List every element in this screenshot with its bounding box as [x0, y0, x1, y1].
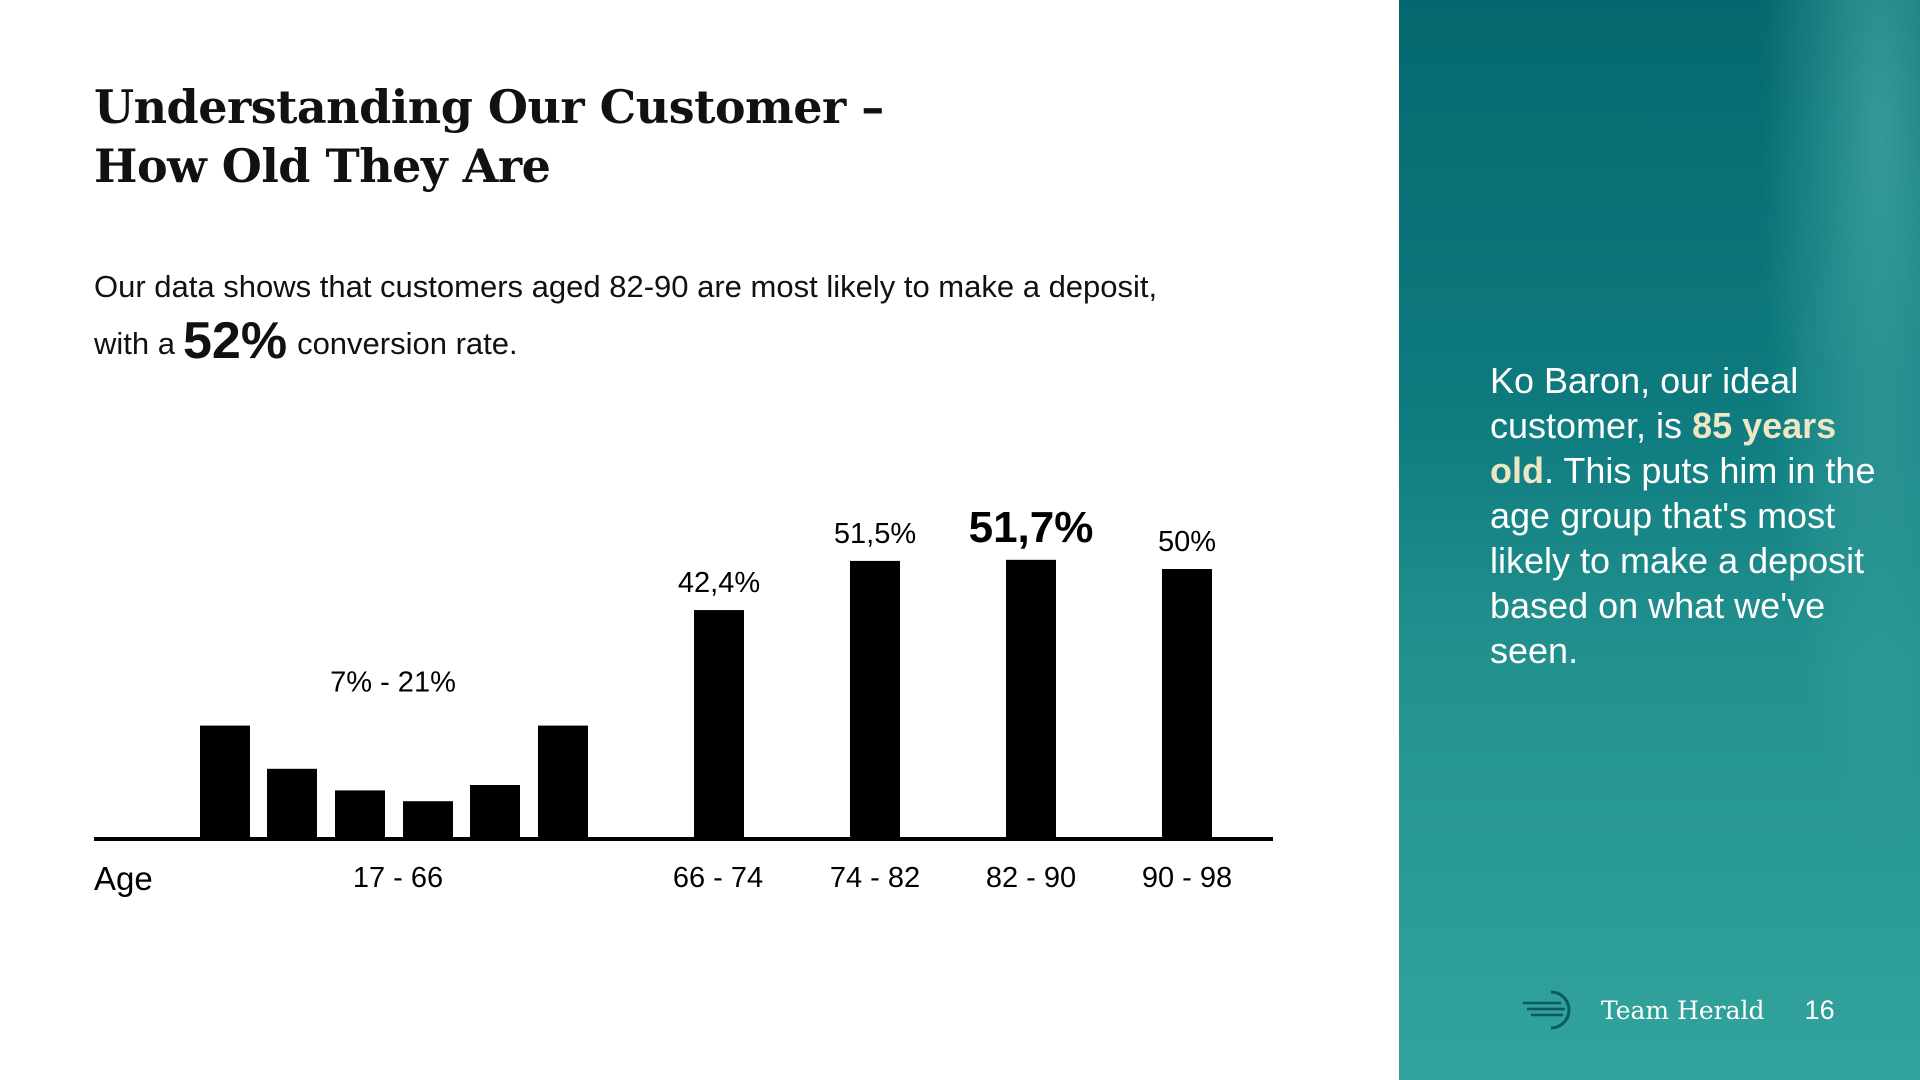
data-label: 50%: [1158, 526, 1216, 558]
side-panel-glow: [1760, 0, 1920, 860]
bar: [267, 768, 317, 839]
page-number: 16: [1804, 994, 1835, 1025]
ideal-customer-text: Ko Baron, our ideal customer, is 85 year…: [1490, 358, 1880, 673]
age-conversion-chart: 7% - 21% 17 - 66 42,4% 66 - 74 51,5% 74 - 82 5…: [94, 503, 1273, 897]
bar: [1006, 559, 1056, 839]
x-axis-title: Age: [94, 860, 153, 897]
side-panel: Ko Baron, our ideal customer, is 85 year…: [1399, 0, 1920, 1080]
bar: [470, 785, 520, 839]
team-herald-logo-icon: [1523, 990, 1571, 1030]
data-label: 42,4%: [678, 567, 760, 599]
x-tick-label: 17 - 66: [353, 862, 443, 894]
title-line-1: Understanding Our Customer –: [94, 80, 884, 134]
intro-line-1: Our data shows that customers aged 82-90…: [94, 269, 1158, 304]
bar: [403, 801, 453, 839]
bar: [1162, 569, 1212, 839]
intro-paragraph: Our data shows that customers aged 82-90…: [94, 263, 1214, 374]
x-tick-label: 66 - 74: [673, 862, 763, 894]
x-tick-label: 82 - 90: [986, 862, 1076, 894]
x-tick-label: 90 - 98: [1142, 862, 1232, 894]
x-tick-label: 74 - 82: [830, 862, 920, 894]
bar: [850, 560, 900, 839]
data-label: 7% - 21%: [330, 667, 456, 699]
data-label: 51,7%: [969, 503, 1094, 552]
data-label: 51,5%: [834, 518, 916, 550]
ideal-customer-age-highlight: 85 years old: [1490, 405, 1837, 491]
slide-title: Understanding Our Customer – How Old The…: [94, 78, 1074, 196]
intro-suffix: conversion rate.: [297, 326, 518, 361]
bar: [538, 725, 588, 839]
footer: Team Herald 16: [1521, 986, 1901, 1034]
bar: [335, 790, 385, 839]
brand-name: Team Herald: [1601, 995, 1765, 1025]
title-line-2: How Old They Are: [94, 139, 551, 193]
ideal-customer-text-end: . This puts him in the age group that's …: [1490, 450, 1876, 671]
intro-prefix: with a: [94, 326, 175, 361]
bar: [200, 725, 250, 839]
intro-line-2: with a 52% conversion rate.: [94, 311, 1214, 374]
conversion-rate-highlight: 52%: [182, 312, 288, 370]
ideal-customer-text-start: Ko Baron, our ideal customer, is: [1490, 360, 1799, 446]
bar: [694, 610, 744, 839]
